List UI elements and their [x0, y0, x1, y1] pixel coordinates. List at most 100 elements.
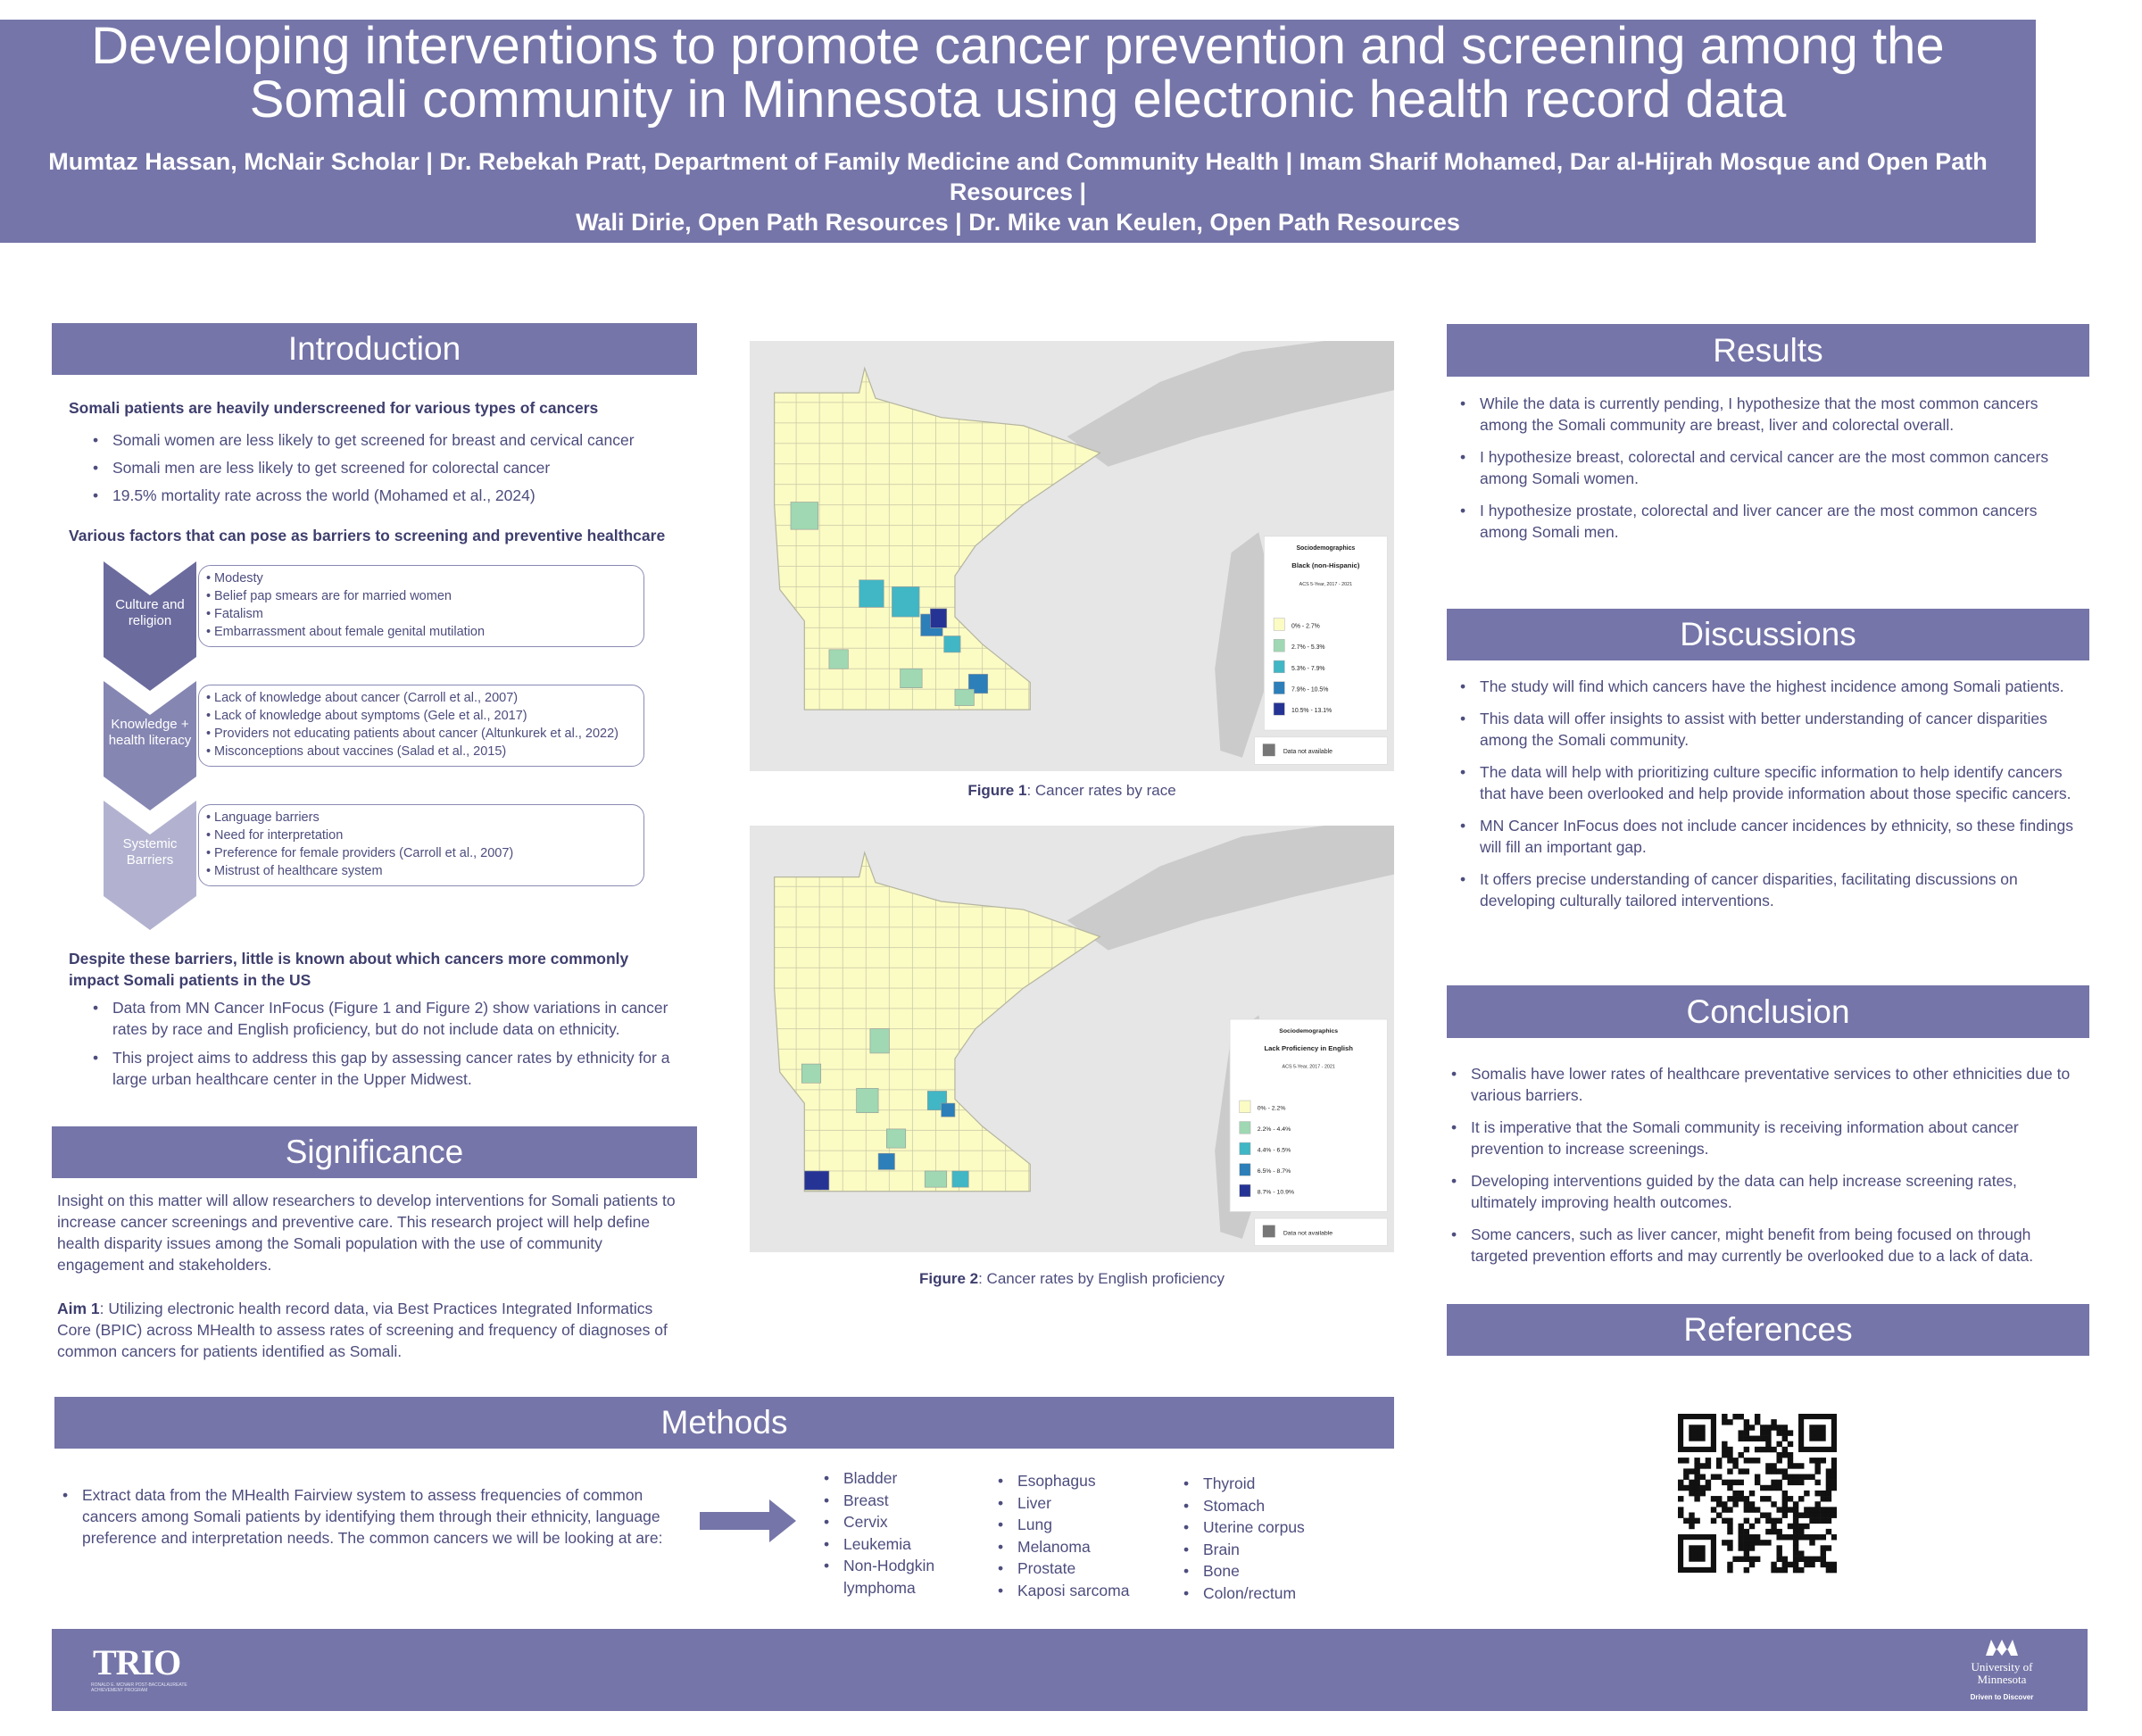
qr-code — [1678, 1414, 1837, 1574]
cancer: Prostate — [998, 1557, 1158, 1580]
qr-module — [1820, 1507, 1827, 1513]
qr-module — [1722, 1419, 1728, 1425]
qr-module — [1792, 1545, 1799, 1551]
qr-module — [1792, 1566, 1799, 1574]
chevron-shape — [104, 561, 196, 691]
qr-module — [1798, 1556, 1805, 1563]
qr-module — [1781, 1512, 1789, 1518]
aim-label: Aim 1 — [57, 1300, 100, 1317]
qr-module — [1722, 1441, 1728, 1448]
qr-module — [1781, 1451, 1789, 1458]
map: Sociodemographics Black (non-Hispanic) ACS… — [750, 341, 1394, 771]
qr-module — [1710, 1474, 1717, 1480]
qr-module — [1748, 1425, 1756, 1431]
qr-module — [1776, 1566, 1782, 1574]
bullet: I hypothesize prostate, colorectal and l… — [1460, 500, 2076, 543]
state — [773, 366, 1101, 710]
bullet: Somali women are less likely to get scre… — [93, 427, 700, 454]
qr-module — [1798, 1496, 1805, 1502]
cancer: Esophagus — [998, 1470, 1158, 1492]
legend-label: 6.5% - 8.7% — [1258, 1168, 1291, 1175]
county — [885, 1128, 907, 1149]
qr-module — [1727, 1496, 1733, 1502]
qr-module — [1678, 1496, 1684, 1502]
barrier-label: Knowledge + health literacy — [108, 717, 192, 748]
qr-module — [1814, 1468, 1821, 1474]
qr-module — [1732, 1463, 1739, 1469]
qr-module — [1825, 1484, 1832, 1491]
qr-module — [1825, 1545, 1832, 1551]
qr-module — [1765, 1430, 1772, 1436]
qr-module — [1787, 1479, 1794, 1486]
qr-module — [1732, 1496, 1739, 1502]
qr-module — [1727, 1451, 1733, 1458]
chevron-shape — [104, 801, 196, 930]
barrier-items: Lack of knowledge about cancer (Carroll … — [206, 689, 636, 760]
qr-module — [1765, 1463, 1772, 1469]
qr-module — [1678, 1479, 1684, 1486]
qr-module — [1738, 1556, 1744, 1563]
qr-module — [1831, 1512, 1837, 1518]
qr-module — [1825, 1468, 1832, 1474]
qr-module — [1825, 1507, 1832, 1513]
barrier-row: Culture and religion ModestyBelief pap sm… — [104, 561, 646, 691]
qr-module — [1727, 1566, 1733, 1574]
bullet: I hypothesize breast, colorectal and cer… — [1460, 446, 2076, 489]
qr-module — [1748, 1490, 1756, 1497]
legend-label: 2.7% - 5.3% — [1291, 644, 1324, 651]
barrier-item: Belief pap smears are for married women — [206, 587, 636, 605]
qr-module — [1727, 1507, 1733, 1513]
qr-module — [1743, 1425, 1750, 1431]
qr-module — [1765, 1435, 1772, 1441]
lake — [1215, 532, 1275, 758]
bullet: MN Cancer InFocus does not include cance… — [1460, 815, 2076, 858]
section-heading: Significance — [52, 1126, 697, 1178]
qr-module — [1727, 1419, 1733, 1425]
barrier-item: Need for interpretation — [206, 826, 636, 844]
map: Sociodemographics Lack Proficiency in Eng… — [750, 826, 1394, 1252]
qr-module — [1814, 1556, 1821, 1563]
county — [951, 1170, 969, 1188]
state — [773, 851, 1101, 1192]
cancer: Bone — [1183, 1560, 1344, 1582]
qr-module — [1804, 1512, 1810, 1518]
qr-module — [1781, 1507, 1789, 1513]
qr-module — [1820, 1490, 1827, 1497]
qr-module — [1776, 1430, 1782, 1436]
qr-module — [1722, 1446, 1728, 1453]
qr-module — [1765, 1441, 1772, 1448]
qr-module — [1804, 1507, 1810, 1513]
qr-module — [1727, 1484, 1733, 1491]
qr-module — [1771, 1484, 1777, 1491]
barrier-item: Embarrassment about female genital mutil… — [206, 623, 636, 641]
qr-module — [1754, 1419, 1761, 1425]
qr-module — [1738, 1523, 1744, 1530]
qr-module — [1781, 1566, 1789, 1574]
qr-module — [1831, 1468, 1837, 1474]
county — [869, 1028, 890, 1054]
legend-label: 8.7% - 10.9% — [1258, 1190, 1294, 1196]
legend-swatch — [1239, 1121, 1251, 1134]
caption-text: : Cancer rates by English proficiency — [978, 1270, 1225, 1287]
legend-label: 0% - 2.7% — [1291, 623, 1320, 629]
barrier-item: Preference for female providers (Carroll… — [206, 844, 636, 862]
barrier-item: Misconceptions about vaccines (Salad et … — [206, 743, 636, 760]
caption-text: : Cancer rates by race — [1026, 782, 1176, 799]
qr-module — [1678, 1458, 1684, 1464]
county — [900, 668, 923, 688]
qr-module — [1776, 1556, 1782, 1563]
qr-module — [1743, 1435, 1750, 1441]
qr-module — [1776, 1517, 1782, 1524]
qr-module — [1694, 1463, 1700, 1469]
qr-module — [1820, 1458, 1827, 1464]
qr-module — [1765, 1425, 1772, 1431]
qr-module — [1771, 1566, 1777, 1574]
qr-module — [1710, 1507, 1717, 1513]
qr-module — [1748, 1435, 1756, 1441]
qr-module — [1792, 1528, 1799, 1535]
qr-module — [1705, 1463, 1712, 1469]
qr-module — [1748, 1507, 1756, 1513]
qr-module — [1705, 1458, 1712, 1464]
qr-module — [1722, 1501, 1728, 1508]
qr-module — [1804, 1561, 1810, 1568]
